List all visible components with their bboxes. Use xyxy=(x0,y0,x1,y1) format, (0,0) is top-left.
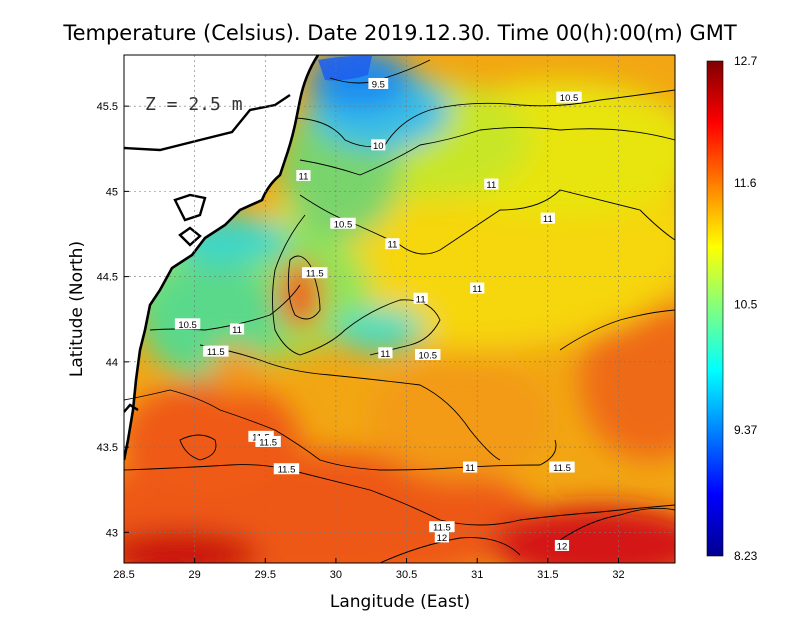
contour-label-bg xyxy=(540,212,555,224)
contour-label: 10.5 xyxy=(334,219,353,230)
contour-label: 11.5 xyxy=(433,523,451,534)
contour-label: 9.5 xyxy=(372,79,385,90)
contour-label: 11 xyxy=(472,284,482,295)
contour-label: 11.5 xyxy=(207,347,225,358)
x-axis: 28.5 29 29.5 30 30.5 31 31.5 32 xyxy=(113,558,625,581)
y-tick-label: 43 xyxy=(106,527,118,539)
x-axis-label: Langitude (East) xyxy=(330,592,470,612)
colorbar-tick-label: 11.6 xyxy=(734,176,757,190)
contour-label-bg xyxy=(330,217,356,229)
y-axis-label: Latitude (North) xyxy=(67,241,87,377)
contour-label-bg xyxy=(463,461,478,473)
contour-label: 11 xyxy=(416,294,426,305)
colorbar: 12.7 11.6 10.5 9.37 8.23 xyxy=(706,54,758,563)
y-tick-label: 44.5 xyxy=(97,272,118,284)
colorbar-tick-label: 10.5 xyxy=(734,298,758,312)
contour-label-bg xyxy=(229,323,245,335)
land-mask xyxy=(124,55,318,460)
y-tick-label: 45 xyxy=(106,186,118,198)
contour-label: 10.5 xyxy=(560,93,579,104)
x-tick-label: 32 xyxy=(612,569,624,581)
contour-label-bg xyxy=(302,267,328,279)
x-tick-label: 31.5 xyxy=(537,569,558,581)
contour-label-bg xyxy=(434,531,449,543)
contour-label: 11 xyxy=(387,240,397,251)
contour-label: 11 xyxy=(465,463,475,474)
contour-label: 11.5 xyxy=(278,465,296,476)
temperature-field xyxy=(124,55,675,563)
contour-label-bg xyxy=(368,77,389,89)
contour-label-bg xyxy=(429,521,455,533)
contour-label-bg xyxy=(413,292,428,304)
contour-label-bg xyxy=(484,178,499,190)
contour-label-bg xyxy=(296,170,311,182)
contour-label-bg xyxy=(415,349,441,361)
contour-label-bg xyxy=(255,435,281,447)
contour-label: 10 xyxy=(373,141,384,152)
contour-label: 11.5 xyxy=(259,437,277,448)
y-axis: 43 43.5 44 44.5 45 45.5 xyxy=(97,101,129,539)
colorbar-bar xyxy=(706,60,724,557)
contour-label-bg xyxy=(273,463,300,475)
contour-label: 10.5 xyxy=(178,320,197,331)
contour-label-bg xyxy=(470,282,485,294)
contour-label: 11 xyxy=(232,325,242,336)
plot-frame xyxy=(123,54,676,564)
contour-label: 12 xyxy=(557,541,568,552)
contour-label: 11 xyxy=(543,214,553,225)
contour-label-bg xyxy=(371,139,386,151)
colorbar-tick-label: 8.23 xyxy=(734,549,758,563)
contour-label-bg xyxy=(549,461,575,473)
depth-annotation: Z = 2.5 m xyxy=(145,94,243,115)
y-tick-label: 44 xyxy=(106,357,118,369)
contour-label: 11 xyxy=(380,349,390,360)
contour-label-bg xyxy=(203,345,229,357)
contour-label-bg xyxy=(556,91,582,103)
contour-label-bg xyxy=(174,318,201,330)
x-tick-label: 29 xyxy=(189,569,201,581)
coastline xyxy=(124,55,320,461)
delta-islands xyxy=(124,94,291,413)
colorbar-tick-label: 9.37 xyxy=(734,423,758,437)
contour-label: 11 xyxy=(298,172,308,183)
colorbar-labels: 12.7 11.6 10.5 9.37 8.23 xyxy=(734,54,758,563)
contour-label: 11.5 xyxy=(553,463,571,474)
x-tick-label: 30 xyxy=(330,569,342,581)
contour-label-bg xyxy=(385,238,400,250)
contour-label: 11 xyxy=(486,180,496,191)
x-tick-label: 31 xyxy=(471,569,483,581)
contour-label-bg xyxy=(554,539,570,551)
contour-label: 11.5 xyxy=(306,269,324,280)
colorbar-tick-label: 12.7 xyxy=(734,54,758,68)
contour-label: 10.5 xyxy=(419,351,438,362)
contour-label: 12 xyxy=(437,533,448,544)
x-tick-label: 28.5 xyxy=(113,569,134,581)
x-tick-label: 30.5 xyxy=(396,569,417,581)
y-tick-label: 45.5 xyxy=(97,101,118,113)
y-tick-label: 43.5 xyxy=(97,442,118,454)
contour-label-bg xyxy=(378,347,393,359)
x-tick-label: 29.5 xyxy=(255,569,276,581)
chart-title: Temperature (Celsius). Date 2019.12.30. … xyxy=(62,21,737,45)
